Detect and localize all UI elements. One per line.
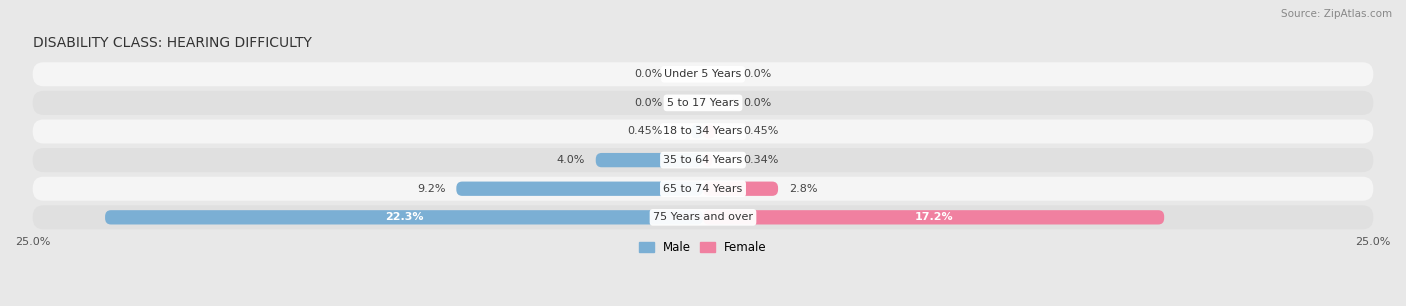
Text: 2.8%: 2.8% (789, 184, 817, 194)
Text: 0.34%: 0.34% (744, 155, 779, 165)
FancyBboxPatch shape (32, 62, 1374, 86)
Text: 4.0%: 4.0% (557, 155, 585, 165)
Text: 0.0%: 0.0% (634, 69, 662, 79)
Text: 35 to 64 Years: 35 to 64 Years (664, 155, 742, 165)
FancyBboxPatch shape (457, 181, 703, 196)
Text: Under 5 Years: Under 5 Years (665, 69, 741, 79)
FancyBboxPatch shape (703, 124, 716, 139)
FancyBboxPatch shape (703, 210, 1164, 225)
FancyBboxPatch shape (105, 210, 703, 225)
Text: 65 to 74 Years: 65 to 74 Years (664, 184, 742, 194)
FancyBboxPatch shape (703, 153, 711, 167)
Text: 0.0%: 0.0% (744, 98, 772, 108)
Text: 0.45%: 0.45% (627, 126, 662, 136)
Text: 9.2%: 9.2% (418, 184, 446, 194)
Text: DISABILITY CLASS: HEARING DIFFICULTY: DISABILITY CLASS: HEARING DIFFICULTY (32, 36, 312, 50)
Text: 75 Years and over: 75 Years and over (652, 212, 754, 222)
Text: Source: ZipAtlas.com: Source: ZipAtlas.com (1281, 9, 1392, 19)
Text: 22.3%: 22.3% (385, 212, 423, 222)
FancyBboxPatch shape (32, 119, 1374, 144)
Legend: Male, Female: Male, Female (634, 236, 772, 259)
FancyBboxPatch shape (596, 153, 703, 167)
Text: 17.2%: 17.2% (914, 212, 953, 222)
FancyBboxPatch shape (32, 148, 1374, 172)
Text: 0.0%: 0.0% (634, 98, 662, 108)
Text: 5 to 17 Years: 5 to 17 Years (666, 98, 740, 108)
FancyBboxPatch shape (32, 205, 1374, 230)
Text: 18 to 34 Years: 18 to 34 Years (664, 126, 742, 136)
Text: 0.0%: 0.0% (744, 69, 772, 79)
Text: 0.45%: 0.45% (744, 126, 779, 136)
FancyBboxPatch shape (703, 181, 778, 196)
FancyBboxPatch shape (690, 124, 703, 139)
FancyBboxPatch shape (32, 177, 1374, 201)
FancyBboxPatch shape (32, 91, 1374, 115)
